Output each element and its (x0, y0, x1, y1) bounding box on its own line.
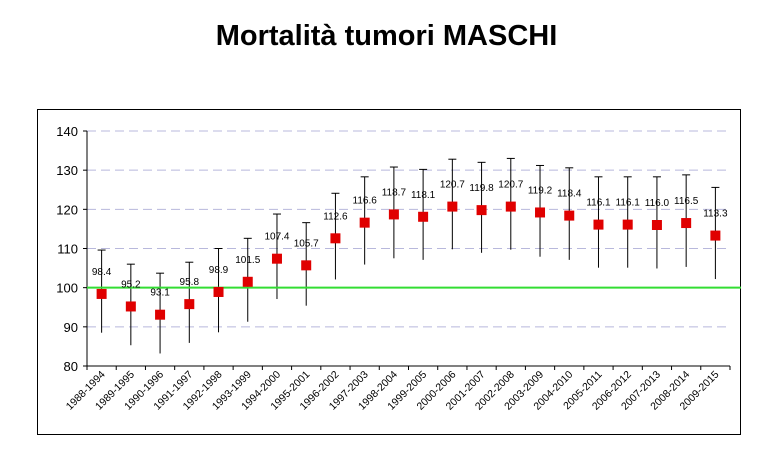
data-label: 120.7 (440, 180, 465, 191)
chart-title: Mortalità tumori MASCHI (215, 20, 558, 52)
data-label: 101.5 (235, 255, 260, 266)
data-point (535, 207, 546, 218)
data-point (447, 201, 458, 212)
data-point (271, 253, 282, 264)
data-point (418, 211, 429, 222)
data-label: 98.4 (92, 267, 112, 278)
data-point (476, 205, 487, 216)
data-label: 98.9 (209, 265, 229, 276)
data-label: 118.1 (411, 190, 436, 201)
data-point (213, 286, 224, 297)
y-tick-label: 90 (64, 320, 78, 335)
data-point (388, 209, 399, 220)
data-label: 113.3 (703, 209, 728, 220)
y-tick-label: 100 (56, 281, 78, 296)
data-point (681, 218, 692, 229)
data-label: 95.2 (121, 279, 141, 290)
data-label: 107.4 (264, 232, 289, 243)
data-label: 119.2 (528, 185, 553, 196)
data-label: 116.5 (674, 196, 699, 207)
data-point (155, 309, 166, 320)
y-tick-label: 140 (56, 124, 78, 139)
data-label: 112.6 (323, 211, 348, 222)
data-label: 116.1 (616, 198, 641, 209)
y-tick-label: 130 (56, 163, 78, 178)
y-tick-label: 120 (56, 202, 78, 217)
data-label: 118.4 (557, 189, 582, 200)
data-label: 105.7 (294, 238, 319, 249)
data-label: 95.8 (180, 277, 200, 288)
data-point (242, 276, 253, 287)
data-point (593, 219, 604, 230)
data-point (710, 230, 721, 241)
data-point (564, 210, 575, 221)
data-point (301, 260, 312, 271)
data-point (359, 217, 370, 228)
data-point (125, 301, 136, 312)
data-label: 116.0 (645, 198, 670, 209)
data-label: 93.1 (150, 288, 170, 299)
y-tick-label: 80 (64, 359, 78, 374)
chart-frame (37, 109, 741, 435)
data-point (330, 233, 341, 244)
data-point (184, 299, 195, 310)
data-point (622, 219, 633, 230)
data-point (505, 201, 516, 212)
y-tick-label: 110 (57, 242, 78, 257)
data-label: 118.7 (382, 187, 407, 198)
data-point (651, 220, 662, 230)
data-label: 120.7 (498, 180, 523, 191)
data-point (96, 288, 107, 299)
data-label: 116.1 (586, 198, 611, 209)
data-label: 116.6 (353, 196, 378, 207)
data-label: 119.8 (469, 183, 494, 194)
